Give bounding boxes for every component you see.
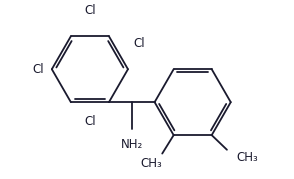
Text: CH₃: CH₃ [236,151,258,164]
Text: CH₃: CH₃ [140,157,162,170]
Text: Cl: Cl [84,115,96,129]
Text: Cl: Cl [84,4,96,16]
Text: Cl: Cl [134,37,145,50]
Text: NH₂: NH₂ [121,138,143,151]
Text: Cl: Cl [33,63,44,76]
